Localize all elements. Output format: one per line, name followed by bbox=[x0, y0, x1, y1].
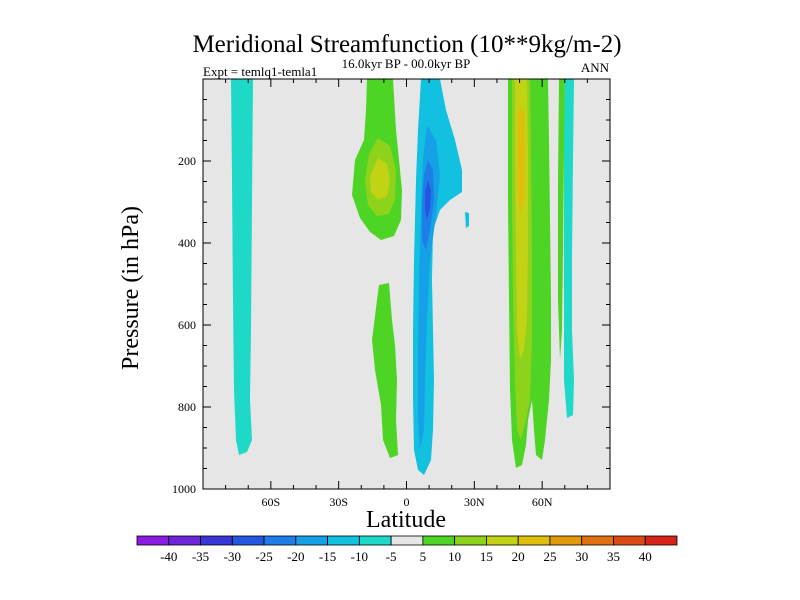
colorbar-label: -15 bbox=[319, 549, 336, 564]
colorbar-label: 35 bbox=[607, 549, 620, 564]
small-cell bbox=[465, 212, 469, 228]
colorbar-swatch bbox=[200, 535, 233, 546]
center-subtitle: 16.0kyr BP - 00.0kyr BP bbox=[342, 56, 471, 71]
colorbar-swatch bbox=[390, 535, 424, 546]
x-axis: 60S 30S 0 30N 60N bbox=[225, 79, 588, 509]
colorbar: -40 -35 -30 -25 -20 -15 -10 -5 5 10 15 20 25 30 35 40 bbox=[136, 535, 678, 564]
y-axis: 200 400 600 800 1000 bbox=[172, 99, 610, 496]
colorbar-label: -35 bbox=[192, 549, 209, 564]
colorbar-label: 5 bbox=[420, 549, 427, 564]
colorbar-swatch bbox=[549, 535, 583, 546]
x-tick-label: 60S bbox=[261, 495, 280, 509]
right-subtitle: ANN bbox=[581, 60, 610, 75]
colorbar-label: 25 bbox=[543, 549, 556, 564]
colorbar-swatch bbox=[422, 535, 456, 546]
colorbar-label: 40 bbox=[639, 549, 652, 564]
colorbar-label: -20 bbox=[287, 549, 304, 564]
colorbar-label: 10 bbox=[448, 549, 461, 564]
colorbar-swatch bbox=[231, 535, 265, 546]
cell-50n-core bbox=[517, 110, 525, 215]
colorbar-swatch bbox=[327, 535, 360, 546]
colorbar-label: 20 bbox=[512, 549, 525, 564]
colorbar-swatch bbox=[486, 535, 519, 546]
x-tick-label: 30N bbox=[464, 495, 485, 509]
colorbar-label: -30 bbox=[224, 549, 241, 564]
colorbar-swatch bbox=[263, 535, 297, 546]
left-subtitle: Expt = temlq1-temla1 bbox=[203, 64, 317, 79]
y-tick-label: 600 bbox=[178, 318, 196, 332]
colorbar-swatch bbox=[136, 535, 170, 546]
colorbar-swatch bbox=[581, 535, 614, 546]
y-tick-label: 1000 bbox=[172, 482, 196, 496]
cell-30s-peak bbox=[370, 158, 390, 200]
colorbar-swatch bbox=[168, 535, 201, 546]
x-axis-label: Latitude bbox=[366, 507, 446, 533]
colorbar-swatch bbox=[613, 535, 646, 546]
y-axis-label: Pressure (in hPa) bbox=[118, 206, 144, 370]
colorbar-swatch bbox=[358, 535, 392, 546]
x-tick-label: 60N bbox=[532, 495, 553, 509]
colorbar-swatch bbox=[295, 535, 328, 546]
x-tick-label: 0 bbox=[404, 495, 410, 509]
field-contours bbox=[231, 79, 574, 475]
x-tick-label: 30S bbox=[329, 495, 348, 509]
colorbar-swatch bbox=[517, 535, 551, 546]
cell-70n bbox=[564, 79, 574, 418]
cell-60s bbox=[231, 79, 253, 455]
colorbar-label: -25 bbox=[255, 549, 272, 564]
colorbar-label: -5 bbox=[386, 549, 397, 564]
y-tick-label: 200 bbox=[178, 154, 196, 168]
colorbar-label: -10 bbox=[351, 549, 368, 564]
colorbar-swatch bbox=[644, 535, 678, 546]
cell-70n-edge bbox=[558, 79, 565, 360]
cell-30s-lower bbox=[372, 283, 398, 458]
y-tick-label: 400 bbox=[178, 236, 196, 250]
chart-title: Meridional Streamfunction (10**9kg/m-2) bbox=[192, 31, 621, 58]
y-tick-label: 800 bbox=[178, 400, 196, 414]
colorbar-label: -40 bbox=[160, 549, 177, 564]
colorbar-label: 30 bbox=[575, 549, 588, 564]
cell-equator-deep bbox=[425, 180, 431, 220]
colorbar-label: 15 bbox=[480, 549, 493, 564]
colorbar-swatch bbox=[454, 535, 487, 546]
